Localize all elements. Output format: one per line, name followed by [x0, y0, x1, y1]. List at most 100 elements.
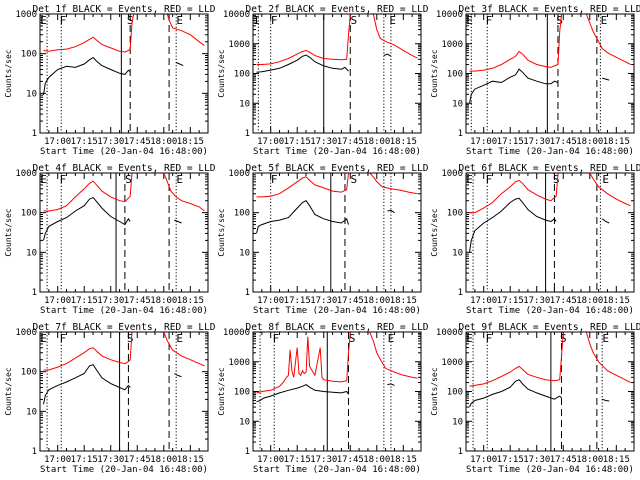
lld-series-line: [469, 331, 564, 387]
x-tick-label: 18:00: [363, 296, 390, 306]
x-tick-label: 17:30: [97, 137, 124, 147]
x-tick-label: 17:00: [257, 296, 284, 306]
lld-series-line: [43, 331, 133, 371]
x-tick-label: 17:00: [470, 296, 497, 306]
x-tick-label: 17:45: [550, 137, 577, 147]
interval-marker: E: [389, 14, 396, 27]
events-series-line: [469, 197, 557, 253]
interval-marker: I: [253, 14, 260, 27]
y-tick-label: 10: [26, 407, 37, 417]
interval-marker: F: [486, 14, 493, 27]
panel-3: Det 3f BLACK = Events, RED = LLD Counts/s…: [430, 4, 640, 157]
lld-series-line: [256, 13, 351, 65]
interval-marker: F: [60, 14, 67, 27]
events-series-line: [601, 218, 610, 224]
lld-series-line: [585, 13, 631, 65]
interval-marker: F: [60, 173, 67, 186]
x-tick-label: 17:00: [257, 137, 284, 147]
interval-marker: S: [125, 173, 132, 186]
y-tick-label: 1: [245, 288, 250, 298]
x-tick-label: 17:00: [470, 137, 497, 147]
events-series-line: [43, 56, 131, 96]
y-tick-label: 10: [26, 89, 37, 99]
interval-marker: S: [556, 14, 563, 27]
events-series-line: [256, 54, 349, 73]
x-tick-label: 18:00: [150, 137, 177, 147]
panel-title: Det 3f BLACK = Events, RED = LLD: [458, 4, 640, 15]
x-tick-label: 17:15: [497, 296, 524, 306]
x-tick-label: 17:15: [71, 296, 98, 306]
x-tick-label: 17:30: [97, 455, 124, 465]
events-series-line: [176, 62, 184, 67]
x-tick-label: 18:00: [363, 455, 390, 465]
events-series-line: [256, 384, 349, 403]
panel-1: Det 1f BLACK = Events, RED = LLD Counts/s…: [4, 4, 216, 157]
y-tick-label: 1: [458, 129, 463, 139]
plot-frame: [465, 172, 635, 293]
y-tick-label: 1: [458, 288, 463, 298]
x-tick-label: 18:15: [603, 455, 630, 465]
interval-marker: E: [176, 173, 183, 186]
x-tick-label: 18:00: [576, 137, 603, 147]
interval-marker: S: [350, 14, 357, 27]
x-tick-label: 18:15: [390, 296, 417, 306]
x-tick-label: 17:45: [337, 296, 364, 306]
events-series-line: [469, 68, 559, 104]
y-tick-label: 100: [21, 209, 37, 219]
x-tick-label: 17:15: [284, 296, 311, 306]
events-series-line: [43, 197, 131, 241]
x-tick-label: 18:15: [177, 296, 204, 306]
x-tick-label: 17:00: [470, 455, 497, 465]
y-tick-label: 100: [21, 368, 37, 378]
lld-series-line: [163, 172, 205, 212]
lld-series-line: [585, 331, 631, 383]
interval-marker: F: [271, 173, 278, 186]
y-axis-label: Counts/sec: [430, 208, 439, 256]
y-tick-label: 10000: [223, 10, 250, 20]
panel-2: Det 2f BLACK = Events, RED = LLD Counts/s…: [217, 4, 429, 157]
panel-title: Det 1f BLACK = Events, RED = LLD: [32, 4, 215, 15]
panel-title: Det 6f BLACK = Events, RED = LLD: [458, 163, 640, 174]
x-axis-label: Start Time (20-Jan-04 16:48:00): [466, 147, 634, 157]
y-tick-label: 10: [452, 417, 463, 427]
y-tick-label: 1000: [15, 328, 37, 338]
y-tick-label: 10: [239, 99, 250, 109]
interval-marker: S: [553, 173, 560, 186]
y-tick-label: 1: [32, 288, 37, 298]
x-tick-label: 17:45: [337, 455, 364, 465]
panel-4: Det 4f BLACK = Events, RED = LLD Counts/s…: [4, 163, 216, 316]
plot-frame: [39, 13, 209, 134]
x-tick-label: 17:15: [71, 137, 98, 147]
lld-series-line: [256, 331, 351, 394]
y-tick-label: 100: [234, 209, 250, 219]
interval-marker: F: [486, 332, 493, 345]
interval-marker: E: [466, 173, 473, 186]
x-axis-label: Start Time (20-Jan-04 16:48:00): [40, 465, 208, 475]
x-tick-label: 17:45: [124, 296, 151, 306]
interval-marker: E: [466, 14, 473, 27]
panel-title: Det 2f BLACK = Events, RED = LLD: [245, 4, 428, 15]
events-series-line: [602, 398, 610, 402]
x-axis-label: Start Time (20-Jan-04 16:48:00): [253, 306, 421, 316]
interval-marker: E: [40, 14, 47, 27]
x-tick-label: 17:15: [497, 137, 524, 147]
y-tick-label: 1000: [228, 40, 250, 50]
plot-frame: [39, 172, 209, 293]
panel-6: Det 6f BLACK = Events, RED = LLD Counts/s…: [430, 163, 640, 316]
x-axis-label: Start Time (20-Jan-04 16:48:00): [466, 465, 634, 475]
x-tick-label: 17:00: [257, 455, 284, 465]
events-series-line: [602, 77, 610, 81]
y-tick-label: 1000: [441, 40, 463, 50]
y-tick-label: 10: [239, 248, 250, 258]
x-tick-label: 17:30: [310, 455, 337, 465]
x-tick-label: 17:00: [44, 296, 71, 306]
y-tick-label: 100: [234, 388, 250, 398]
y-tick-label: 100: [21, 50, 37, 60]
lld-series-line: [469, 172, 559, 214]
interval-marker: F: [273, 332, 280, 345]
interval-marker: S: [127, 14, 134, 27]
lld-series-line: [256, 172, 349, 198]
events-series-line: [174, 219, 182, 224]
panel-title: Det 9f BLACK = Events, RED = LLD: [458, 322, 640, 333]
